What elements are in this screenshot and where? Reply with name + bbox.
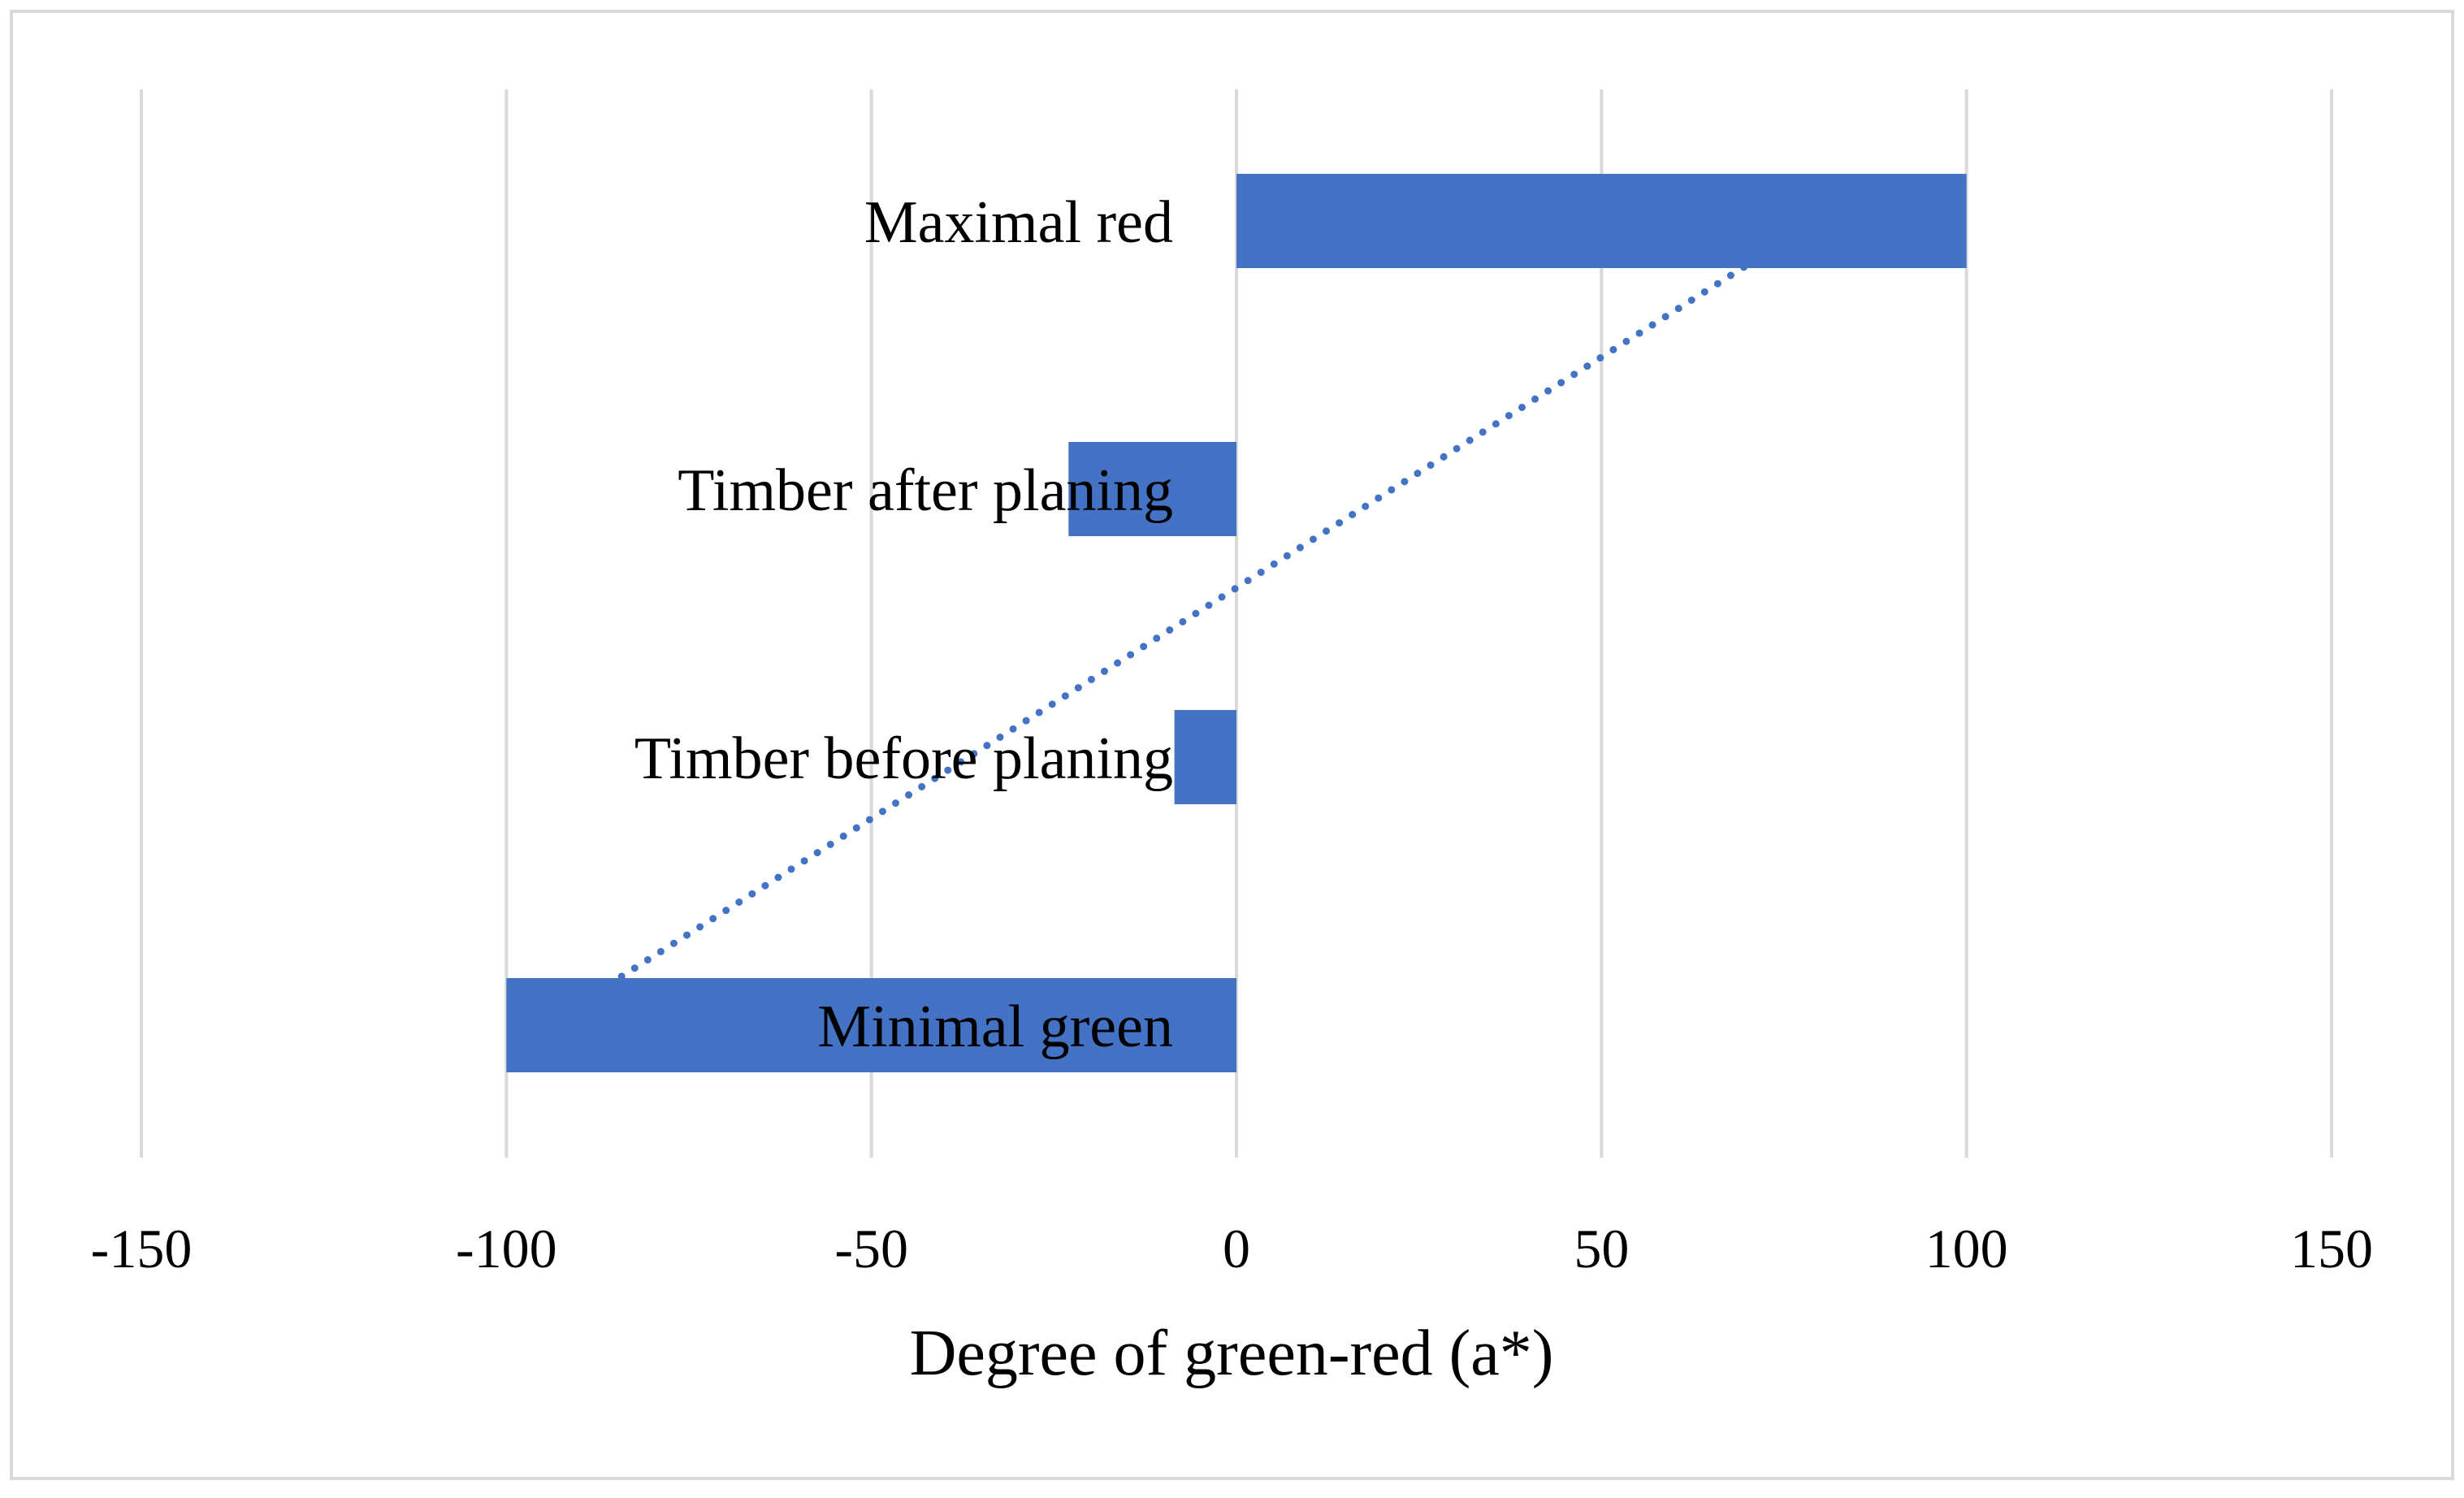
category-labels: Maximal red Timber after planing Timber be… xyxy=(634,189,1173,1060)
x-tick-label--150: -150 xyxy=(91,1218,193,1279)
category-label-timber-before-planing: Timber before planing xyxy=(634,725,1173,792)
bar-timber-before-planing xyxy=(1174,710,1236,804)
x-tick-label-0: 0 xyxy=(1223,1218,1250,1279)
category-label-timber-after-planing: Timber after planing xyxy=(678,457,1173,524)
bar-timber-after-planing xyxy=(1068,442,1236,536)
x-tick-label--100: -100 xyxy=(456,1218,557,1279)
x-tick-labels: -150 -100 -50 0 50 100 150 xyxy=(91,1218,2373,1279)
x-axis-title: Degree of green-red (a*) xyxy=(910,1318,1554,1389)
x-tick-label-150: 150 xyxy=(2290,1218,2373,1279)
x-tick-label-50: 50 xyxy=(1574,1218,1629,1279)
x-tick-label-100: 100 xyxy=(1925,1218,2008,1279)
bar-minimal-green xyxy=(506,978,1236,1072)
category-label-minimal-green: Minimal green xyxy=(817,994,1173,1060)
x-tick-label--50: -50 xyxy=(834,1218,908,1279)
category-label-maximal-red: Maximal red xyxy=(864,189,1173,256)
bar-maximal-red xyxy=(1236,174,1967,268)
bars xyxy=(506,174,1967,1072)
